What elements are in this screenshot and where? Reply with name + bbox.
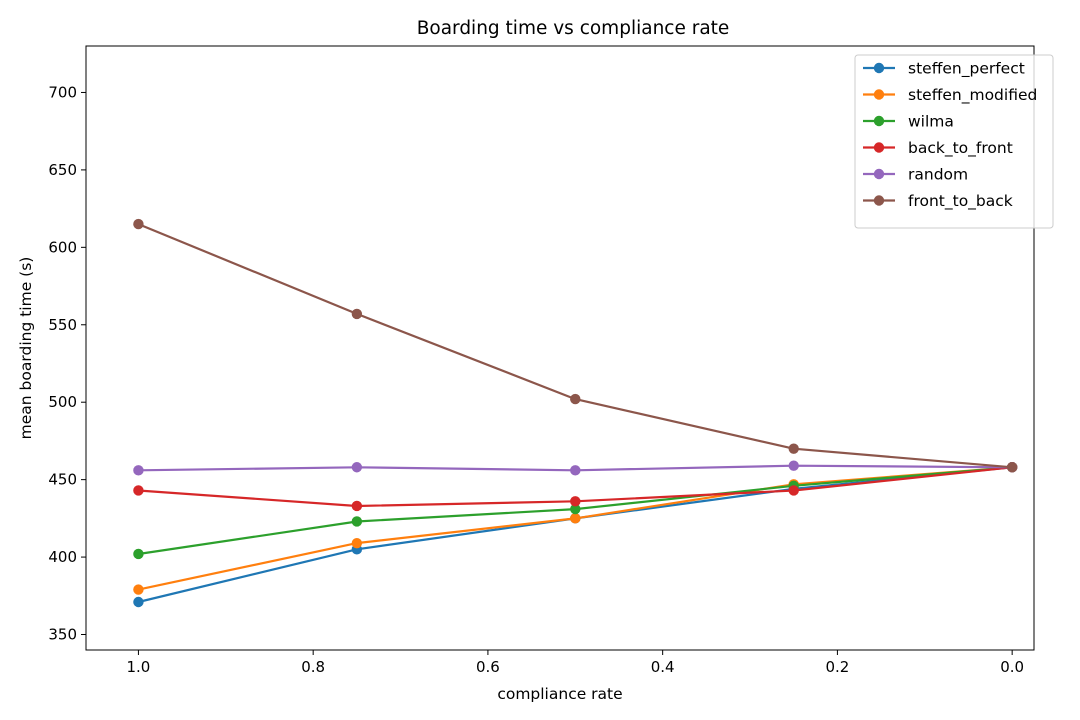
y-tick-label: 550 bbox=[48, 316, 77, 334]
legend-marker bbox=[873, 115, 885, 127]
legend-label: steffen_modified bbox=[908, 86, 1037, 105]
legend-label: back_to_front bbox=[908, 139, 1013, 158]
legend-label: random bbox=[908, 166, 968, 184]
data-point bbox=[788, 460, 799, 471]
data-point bbox=[133, 596, 144, 608]
y-tick-label: 500 bbox=[48, 393, 77, 411]
data-point bbox=[351, 516, 363, 527]
y-axis-title: mean boarding time (s) bbox=[17, 257, 35, 440]
series-layer bbox=[133, 218, 1018, 608]
data-point bbox=[133, 485, 144, 496]
data-point bbox=[133, 584, 144, 595]
x-tick-label: 0.8 bbox=[301, 658, 325, 676]
legend-item: wilma bbox=[863, 113, 954, 131]
y-axis-ticks: 350 400 450 500 550 600 650 700 bbox=[48, 83, 86, 644]
legend-label: front_to_back bbox=[908, 192, 1013, 211]
data-point bbox=[788, 485, 799, 496]
plot-frame bbox=[85, 45, 1035, 651]
legend-marker bbox=[873, 89, 885, 100]
legend-item: random bbox=[863, 166, 968, 184]
legend-box bbox=[854, 54, 1054, 229]
x-tick-label: 0.4 bbox=[651, 658, 675, 676]
x-axis-title: compliance rate bbox=[497, 685, 622, 703]
data-point bbox=[351, 462, 363, 473]
legend-item: front_to_back bbox=[863, 192, 1013, 211]
data-point bbox=[570, 496, 581, 507]
data-point bbox=[351, 500, 363, 512]
data-point bbox=[570, 393, 581, 405]
chart-title: Boarding time vs compliance rate bbox=[417, 18, 730, 39]
data-point bbox=[788, 443, 799, 454]
legend-marker bbox=[873, 62, 885, 74]
legend-marker bbox=[873, 168, 885, 180]
data-point bbox=[351, 537, 363, 549]
data-point bbox=[570, 513, 581, 524]
data-point bbox=[133, 465, 144, 476]
data-point bbox=[1006, 462, 1018, 473]
data-point bbox=[133, 548, 144, 560]
data-point bbox=[351, 308, 363, 320]
y-tick-label: 600 bbox=[48, 238, 77, 256]
y-tick-label: 700 bbox=[48, 83, 77, 101]
legend-label: wilma bbox=[908, 113, 954, 131]
legend-item: steffen_perfect bbox=[863, 60, 1025, 79]
data-point bbox=[133, 218, 144, 230]
data-point bbox=[570, 465, 581, 476]
legend-item: back_to_front bbox=[863, 139, 1013, 158]
y-tick-label: 650 bbox=[48, 161, 77, 179]
x-axis-ticks: 1.0 0.8 0.6 0.4 0.2 0.0 bbox=[126, 650, 1024, 676]
legend-marker bbox=[873, 142, 885, 153]
x-tick-label: 0.0 bbox=[1000, 658, 1024, 676]
y-tick-label: 400 bbox=[48, 548, 77, 566]
x-tick-label: 1.0 bbox=[126, 658, 150, 676]
series-front_to_back bbox=[133, 218, 1018, 473]
legend-marker bbox=[873, 195, 885, 206]
x-tick-label: 0.6 bbox=[476, 658, 500, 676]
data-point bbox=[570, 503, 581, 515]
legend-label: steffen_perfect bbox=[908, 60, 1025, 79]
y-tick-label: 350 bbox=[48, 626, 77, 644]
y-tick-label: 450 bbox=[48, 471, 77, 489]
legend-item: steffen_modified bbox=[863, 86, 1037, 105]
x-tick-label: 0.2 bbox=[825, 658, 849, 676]
